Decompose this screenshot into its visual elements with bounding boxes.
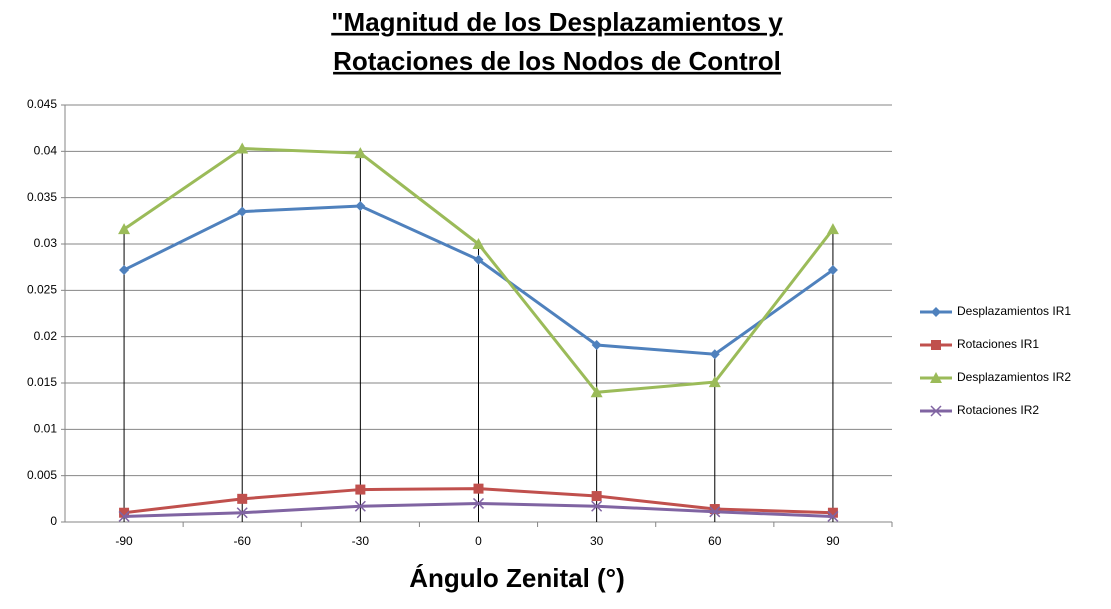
legend-marker bbox=[931, 307, 941, 317]
x-tick-label: -60 bbox=[234, 534, 252, 548]
marker bbox=[473, 483, 484, 494]
x-tick-label: 30 bbox=[590, 534, 604, 548]
marker bbox=[355, 484, 366, 495]
y-tick-label: 0.02 bbox=[34, 329, 58, 343]
y-tick-label: 0.03 bbox=[34, 236, 58, 250]
marker bbox=[827, 507, 838, 518]
marker bbox=[473, 254, 484, 265]
y-tick-label: 0.04 bbox=[34, 144, 58, 158]
x-axis-title: Ángulo Zenital (°) bbox=[409, 563, 624, 593]
marker bbox=[236, 507, 248, 519]
y-tick-label: 0.025 bbox=[27, 283, 57, 297]
marker bbox=[118, 510, 130, 522]
marker bbox=[591, 491, 602, 502]
legend-marker bbox=[930, 372, 942, 383]
y-tick-label: 0 bbox=[50, 514, 57, 528]
x-tick-label: 0 bbox=[475, 534, 482, 548]
marker bbox=[237, 493, 248, 504]
y-tick-label: 0.015 bbox=[27, 375, 57, 389]
marker bbox=[472, 497, 485, 509]
legend-marker bbox=[931, 340, 941, 350]
marker bbox=[355, 201, 366, 212]
y-tick-label: 0.01 bbox=[34, 422, 58, 436]
x-tick-label: 90 bbox=[826, 534, 840, 548]
marker bbox=[709, 504, 720, 515]
legend-label: Rotaciones IR1 bbox=[957, 337, 1039, 351]
marker bbox=[590, 386, 603, 398]
x-tick-label: 60 bbox=[708, 534, 722, 548]
marker bbox=[119, 507, 130, 518]
x-tick-label: -90 bbox=[115, 534, 133, 548]
marker bbox=[354, 147, 367, 159]
marker bbox=[118, 223, 131, 235]
legend-label: Desplazamientos IR2 bbox=[957, 370, 1071, 384]
marker bbox=[591, 340, 602, 351]
marker bbox=[827, 264, 838, 275]
legend-marker bbox=[930, 405, 942, 417]
chart-title: Rotaciones de los Nodos de Control bbox=[333, 46, 781, 76]
legend-label: Desplazamientos IR1 bbox=[957, 304, 1071, 318]
marker bbox=[709, 506, 721, 518]
marker bbox=[708, 376, 721, 388]
chart-title: "Magnitud de los Desplazamientos y bbox=[331, 7, 783, 37]
x-tick-label: -30 bbox=[352, 534, 370, 548]
marker bbox=[826, 223, 839, 235]
marker bbox=[591, 500, 603, 512]
legend-label: Rotaciones IR2 bbox=[957, 403, 1039, 417]
y-tick-label: 0.035 bbox=[27, 190, 57, 204]
marker bbox=[709, 349, 720, 360]
marker bbox=[237, 206, 248, 217]
y-tick-label: 0.045 bbox=[27, 97, 57, 111]
y-tick-label: 0.005 bbox=[27, 468, 57, 482]
marker bbox=[236, 142, 249, 154]
marker bbox=[827, 510, 839, 522]
marker bbox=[472, 238, 485, 249]
marker bbox=[354, 500, 366, 512]
marker bbox=[119, 264, 130, 275]
